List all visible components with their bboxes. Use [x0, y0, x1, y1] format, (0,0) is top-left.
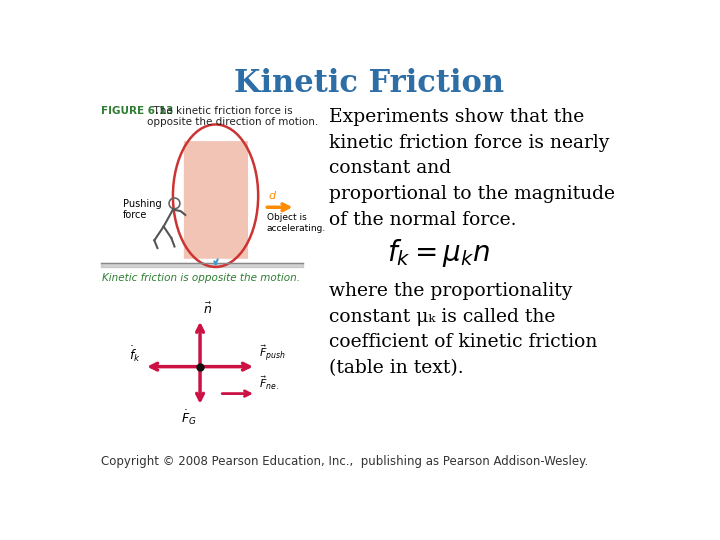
Text: $\dot{F}_G$: $\dot{F}_G$ [181, 408, 197, 427]
Text: Kinetic friction is opposite the motion.: Kinetic friction is opposite the motion. [102, 273, 300, 283]
Text: $f_k = \mu_k n$: $f_k = \mu_k n$ [387, 238, 490, 269]
Text: Copyright © 2008 Pearson Education, Inc.,  publishing as Pearson Addison-Wesley.: Copyright © 2008 Pearson Education, Inc.… [101, 455, 588, 468]
Text: Object is
accelerating.: Object is accelerating. [266, 213, 326, 233]
Text: $\vec{F}_{push}$: $\vec{F}_{push}$ [259, 343, 286, 363]
Text: where the proportionality
constant μₖ is called the
coefficient of kinetic frict: where the proportionality constant μₖ is… [329, 282, 597, 377]
Text: The kinetic friction force is
opposite the direction of motion.: The kinetic friction force is opposite t… [147, 106, 318, 127]
Text: $\dot{f}_k$: $\dot{f}_k$ [130, 344, 141, 363]
Text: FIGURE 6.13: FIGURE 6.13 [101, 106, 174, 116]
Text: $\it{d}$: $\it{d}$ [268, 189, 276, 201]
Text: Pushing
force: Pushing force [122, 199, 161, 220]
Text: $\vec{F}_{ne.}$: $\vec{F}_{ne.}$ [259, 375, 279, 392]
Text: Experiments show that the
kinetic friction force is nearly
constant and
proporti: Experiments show that the kinetic fricti… [329, 108, 615, 229]
Text: $\vec{n}$: $\vec{n}$ [203, 302, 212, 318]
FancyBboxPatch shape [183, 140, 249, 260]
Text: Kinetic Friction: Kinetic Friction [234, 68, 504, 99]
